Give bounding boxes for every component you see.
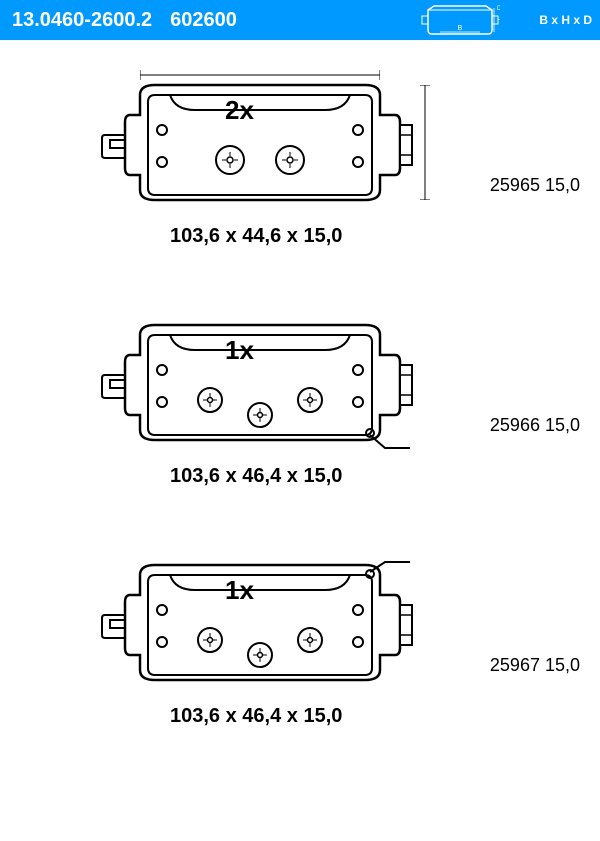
- pad-row: 1x 103,6 x 46,4 x 15,0 25966 15,0: [20, 310, 580, 490]
- dimension-marker-right: [420, 85, 430, 200]
- legend-text: B x H x D: [539, 13, 592, 27]
- quantity-label: 1x: [225, 575, 254, 606]
- side-code-label: 25965 15,0: [490, 175, 580, 196]
- part-number: 13.0460-2600.2: [12, 9, 152, 32]
- side-code-label: 25966 15,0: [490, 415, 580, 436]
- dimensions-label: 103,6 x 44,6 x 15,0: [170, 225, 342, 248]
- legend-pad-icon: B H D: [420, 2, 500, 38]
- content-area: 2x 103,6 x 44,6 x 15,0 25965 15,0: [0, 40, 600, 810]
- header-bar: 13.0460-2600.2 602600 B H D B x H x D: [0, 0, 600, 40]
- dimensions-label: 103,6 x 46,4 x 15,0: [170, 465, 342, 488]
- brake-pad-drawing: [100, 80, 420, 210]
- quantity-label: 2x: [225, 95, 254, 126]
- dimensions-label: 103,6 x 46,4 x 15,0: [170, 705, 342, 728]
- pad-row: 1x 103,6 x 46,4 x 15,0 25967 15,0: [20, 550, 580, 730]
- part-code: 602600: [170, 9, 237, 32]
- svg-text:H: H: [497, 18, 500, 24]
- svg-text:D: D: [497, 6, 500, 12]
- dimension-marker-top: [140, 70, 380, 80]
- quantity-label: 1x: [225, 335, 254, 366]
- brake-pad-drawing: [100, 320, 420, 450]
- side-code-label: 25967 15,0: [490, 655, 580, 676]
- pad-row: 2x 103,6 x 44,6 x 15,0 25965 15,0: [20, 70, 580, 250]
- svg-text:B: B: [458, 25, 463, 32]
- brake-pad-drawing: [100, 560, 420, 690]
